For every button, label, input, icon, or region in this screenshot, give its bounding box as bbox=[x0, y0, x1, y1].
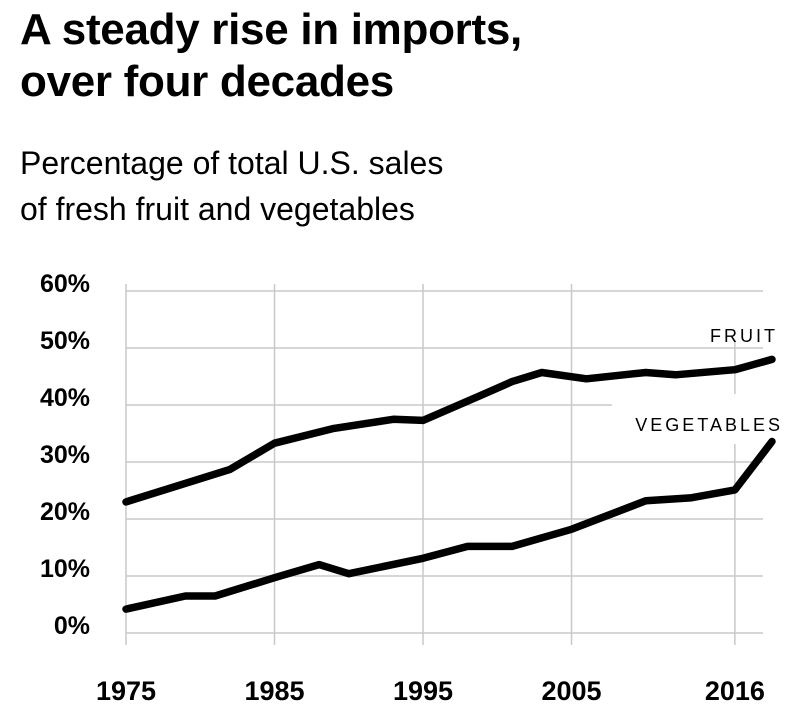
x-tick-label: 2005 bbox=[541, 676, 601, 706]
y-tick-label: 50% bbox=[40, 327, 90, 355]
chart-subtitle: Percentage of total U.S. sales of fresh … bbox=[20, 140, 443, 232]
x-axis-tick-labels: 1975 1985 1995 2005 2016 bbox=[96, 676, 765, 706]
y-tick-label: 30% bbox=[40, 441, 90, 469]
series-line-fruit bbox=[122, 355, 776, 506]
series-lines bbox=[122, 355, 776, 613]
chart-subtitle-line-1: Percentage of total U.S. sales bbox=[20, 145, 444, 181]
y-tick-label: 20% bbox=[40, 498, 90, 526]
x-tick-label: 1975 bbox=[96, 676, 156, 706]
series-line-vegetables bbox=[122, 437, 776, 613]
series-labels: FRUIT VEGETABLES bbox=[635, 326, 783, 435]
chart-title-line-1: A steady rise in imports, bbox=[20, 5, 522, 54]
y-tick-label: 0% bbox=[54, 612, 90, 640]
chart-subtitle-line-2: of fresh fruit and vegetables bbox=[20, 191, 415, 227]
y-tick-label: 40% bbox=[40, 384, 90, 412]
x-tick-label: 1985 bbox=[244, 676, 304, 706]
label-knockout bbox=[612, 404, 772, 438]
series-label-vegetables: VEGETABLES bbox=[635, 415, 783, 435]
vertical-gridlines bbox=[125, 284, 736, 645]
series-label-fruit: FRUIT bbox=[710, 326, 778, 346]
chart-title-line-2: over four decades bbox=[20, 57, 394, 106]
y-tick-label: 60% bbox=[40, 270, 90, 298]
horizontal-gridlines bbox=[126, 290, 772, 634]
x-tick-label: 1995 bbox=[393, 676, 453, 706]
y-tick-label: 10% bbox=[40, 555, 90, 583]
x-tick-label: 2016 bbox=[705, 676, 765, 706]
chart-title: A steady rise in imports, over four deca… bbox=[20, 4, 522, 108]
y-axis-tick-labels: 0% 10% 20% 30% 40% 50% 60% bbox=[40, 270, 90, 640]
